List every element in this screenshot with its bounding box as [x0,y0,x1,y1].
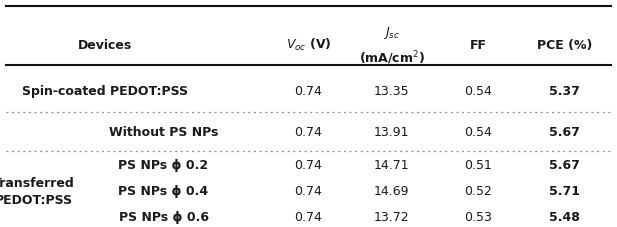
Text: 5.37: 5.37 [549,85,580,99]
Text: 0.74: 0.74 [294,185,323,198]
Text: 13.91: 13.91 [374,126,410,139]
Text: 0.54: 0.54 [464,126,492,139]
Text: 5.67: 5.67 [549,126,580,139]
Text: 0.74: 0.74 [294,211,323,225]
Text: 0.53: 0.53 [464,211,492,225]
Text: PS NPs ϕ 0.2: PS NPs ϕ 0.2 [118,159,209,172]
Text: 5.71: 5.71 [549,185,580,198]
Text: $V_{oc}$ (V): $V_{oc}$ (V) [286,37,331,53]
Text: PS NPs ϕ 0.4: PS NPs ϕ 0.4 [118,185,209,198]
Text: 14.69: 14.69 [374,185,410,198]
Text: Devices: Devices [78,39,132,52]
Text: 14.71: 14.71 [374,159,410,172]
Text: $J_{sc}$: $J_{sc}$ [383,25,400,41]
Text: 13.72: 13.72 [374,211,410,225]
Text: Without PS NPs: Without PS NPs [109,126,218,139]
Text: FF: FF [470,39,487,52]
Text: Spin-coated PEDOT:PSS: Spin-coated PEDOT:PSS [22,85,188,99]
Text: 0.54: 0.54 [464,85,492,99]
Text: 13.35: 13.35 [374,85,410,99]
Text: 5.48: 5.48 [549,211,580,225]
Text: 0.51: 0.51 [464,159,492,172]
Text: 5.67: 5.67 [549,159,580,172]
Text: 0.74: 0.74 [294,126,323,139]
Text: Transferred
PEDOT:PSS: Transferred PEDOT:PSS [0,177,75,207]
Text: 0.52: 0.52 [464,185,492,198]
Text: PS NPs ϕ 0.6: PS NPs ϕ 0.6 [118,211,209,225]
Text: 0.74: 0.74 [294,159,323,172]
Text: 0.74: 0.74 [294,85,323,99]
Text: (mA/cm$^2$): (mA/cm$^2$) [358,49,425,67]
Text: PCE (%): PCE (%) [537,39,592,52]
